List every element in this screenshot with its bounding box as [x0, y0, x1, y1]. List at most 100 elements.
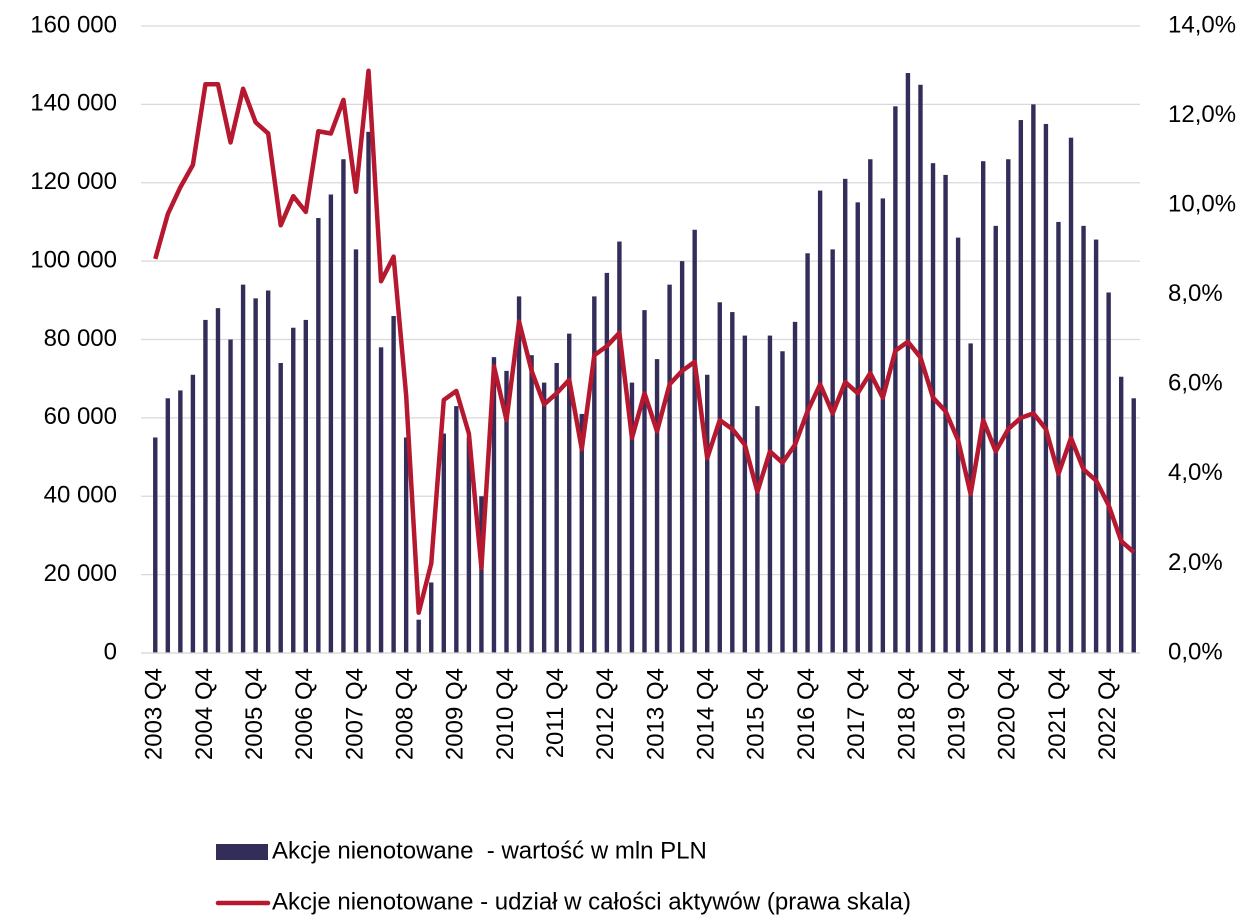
- bar: [491, 357, 497, 653]
- bar: [541, 382, 547, 653]
- bar: [592, 296, 597, 653]
- bar: [504, 370, 509, 653]
- y-tick-label: 120 000: [30, 168, 117, 195]
- bar: [291, 327, 296, 653]
- bar: [855, 202, 860, 653]
- x-tick-label: 2012 Q4: [592, 668, 619, 760]
- legend-swatch: [216, 844, 268, 860]
- bar: [767, 335, 773, 653]
- bar: [817, 190, 823, 653]
- legend-label: Akcje nienotowane - udział w całości akt…: [272, 888, 911, 915]
- bar: [1131, 398, 1136, 653]
- y-tick-label: 0: [104, 638, 117, 665]
- bar: [604, 272, 610, 653]
- x-tick-label: 2004 Q4: [191, 668, 218, 760]
- bar: [265, 290, 271, 653]
- legend-label: Akcje nienotowane - wartość w mln PLN: [272, 837, 707, 864]
- bar: [742, 335, 748, 653]
- x-tick-label: 2017 Q4: [843, 668, 870, 760]
- bar: [278, 363, 283, 653]
- bar: [968, 343, 973, 653]
- bar: [215, 308, 221, 653]
- x-tick-label: 2020 Q4: [994, 668, 1021, 760]
- bar: [316, 218, 321, 654]
- x-tick-label: 2009 Q4: [442, 668, 469, 760]
- x-tick-label: 2013 Q4: [642, 668, 669, 760]
- bar: [830, 249, 835, 653]
- bar: [366, 131, 371, 653]
- bar: [203, 319, 208, 653]
- bar: [1068, 137, 1074, 653]
- y2-tick-label: 6,0%: [1168, 370, 1223, 397]
- bar: [654, 359, 660, 653]
- bar: [479, 496, 484, 653]
- bar: [567, 333, 572, 653]
- bar: [667, 284, 672, 653]
- bar: [516, 296, 522, 653]
- bar: [1018, 120, 1024, 654]
- y-tick-label: 160 000: [30, 11, 117, 38]
- bar: [717, 302, 722, 653]
- x-tick-label: 2021 Q4: [1044, 668, 1071, 760]
- bar: [429, 582, 434, 653]
- bar: [780, 351, 785, 653]
- bar: [1106, 292, 1111, 653]
- bar: [441, 433, 446, 653]
- y-tick-label: 20 000: [44, 560, 117, 587]
- bar: [905, 73, 911, 653]
- bar: [893, 106, 898, 654]
- bar: [755, 406, 760, 653]
- bar: [228, 339, 233, 653]
- bar: [378, 347, 384, 653]
- bar: [1093, 239, 1099, 653]
- line: [153, 68, 1136, 615]
- y2-tick-label: 2,0%: [1168, 549, 1223, 576]
- bar: [993, 225, 998, 653]
- x-tick-label: 2022 Q4: [1094, 668, 1121, 760]
- bar: [792, 321, 798, 653]
- y-tick-label: 140 000: [30, 90, 117, 117]
- bar: [391, 315, 396, 653]
- x-tick-label: 2003 Q4: [141, 668, 168, 760]
- bar: [918, 84, 923, 653]
- bar: [629, 382, 635, 653]
- bar: [253, 298, 258, 653]
- bar: [341, 159, 346, 654]
- bar: [466, 437, 472, 653]
- bar: [1081, 225, 1086, 653]
- bar: [843, 178, 848, 654]
- bar: [240, 284, 246, 653]
- bar: [642, 310, 647, 653]
- bar: [303, 319, 309, 653]
- x-tick-label: 2006 Q4: [291, 668, 318, 760]
- bar: [805, 253, 810, 653]
- bar: [617, 241, 622, 653]
- y2-tick-label: 0,0%: [1168, 638, 1223, 665]
- bar: [454, 406, 459, 653]
- bar: [579, 413, 584, 653]
- bar: [1118, 376, 1124, 653]
- x-tick-label: 2016 Q4: [793, 668, 820, 760]
- y2-tick-label: 4,0%: [1168, 459, 1223, 486]
- y2-tick-label: 8,0%: [1168, 280, 1223, 307]
- x-tick-label: 2007 Q4: [341, 668, 368, 760]
- x-tick-label: 2018 Q4: [893, 668, 920, 760]
- y-tick-label: 40 000: [44, 482, 117, 509]
- x-tick-label: 2014 Q4: [693, 668, 720, 760]
- x-tick-label: 2010 Q4: [492, 668, 519, 760]
- bar: [554, 363, 559, 653]
- bar: [328, 194, 334, 653]
- bar: [403, 437, 409, 653]
- x-tick-label: 2011 Q4: [542, 668, 569, 758]
- bar: [178, 390, 183, 653]
- bar: [868, 159, 873, 654]
- bar: [930, 163, 936, 653]
- bar: [880, 198, 886, 654]
- bar: [980, 161, 986, 653]
- bar: [1006, 159, 1011, 654]
- bar: [705, 374, 710, 653]
- bar: [679, 261, 685, 653]
- bar: [1043, 123, 1049, 653]
- y-tick-label: 60 000: [44, 403, 117, 430]
